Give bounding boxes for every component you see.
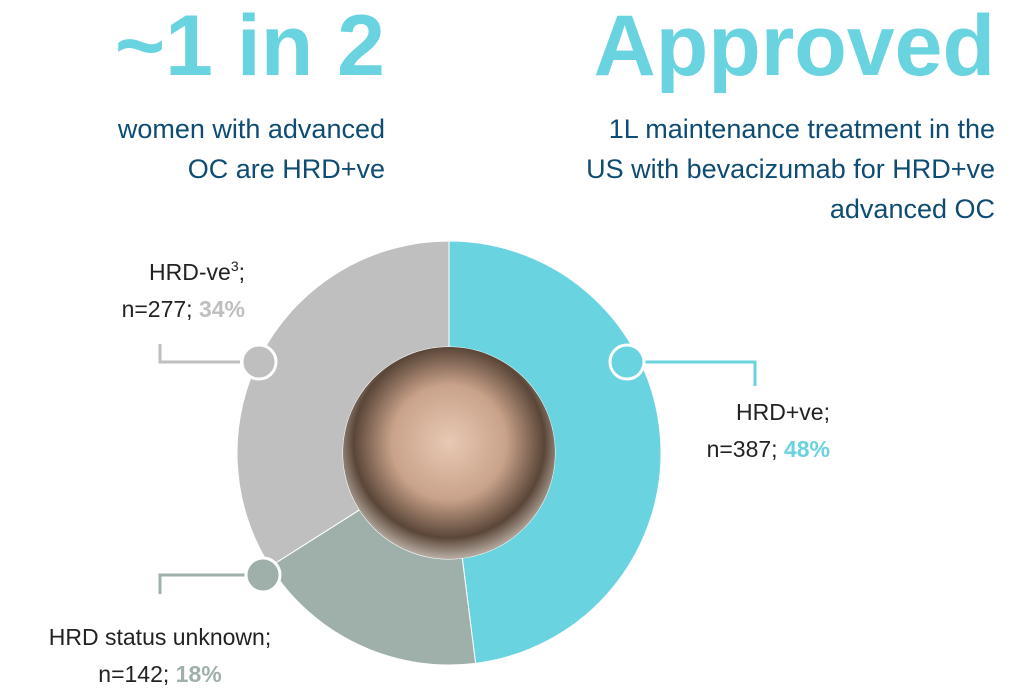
separator: ; [163, 661, 169, 687]
headline: Approved [594, 0, 995, 94]
headline-text: OC are HRD+ve [188, 154, 385, 184]
count: n=277 [122, 296, 187, 322]
leader-dot [608, 343, 646, 381]
separator: ; [239, 259, 245, 285]
leader-dot [240, 343, 278, 381]
category: HRD status unknown [49, 624, 265, 650]
percent: 48% [784, 436, 830, 462]
segment-label: HRD status unknown; [49, 624, 271, 650]
headline-text: 1L maintenance treatment in the [609, 114, 995, 144]
separator: ; [824, 399, 830, 425]
superscript: 3 [231, 258, 239, 274]
donut-chart [236, 240, 662, 666]
headline-text: US with bevacizumab for HRD+ve [586, 154, 995, 184]
count: n=387 [707, 436, 772, 462]
segment-label: HRD-ve3; [149, 258, 245, 285]
leader-line [627, 360, 757, 386]
segment-label: HRD+ve; [736, 399, 830, 425]
leader-line [158, 344, 240, 364]
category: HRD-ve [149, 259, 231, 285]
headline: ~1 in 2 [115, 0, 385, 94]
percent: 34% [199, 296, 245, 322]
headline-text: advanced OC [830, 194, 995, 224]
segment-label: n=387; 48% [707, 436, 830, 462]
segment-label: n=142; 18% [98, 661, 221, 687]
separator: ; [771, 436, 777, 462]
count: n=142 [98, 661, 163, 687]
leader-dot [244, 556, 282, 594]
separator: ; [265, 624, 271, 650]
headline-text: women with advanced [117, 114, 385, 144]
separator: ; [186, 296, 192, 322]
segment-label: n=277; 34% [122, 296, 245, 322]
leader-line [158, 573, 245, 594]
photo [343, 347, 555, 559]
percent: 18% [176, 661, 222, 687]
category: HRD+ve [736, 399, 824, 425]
